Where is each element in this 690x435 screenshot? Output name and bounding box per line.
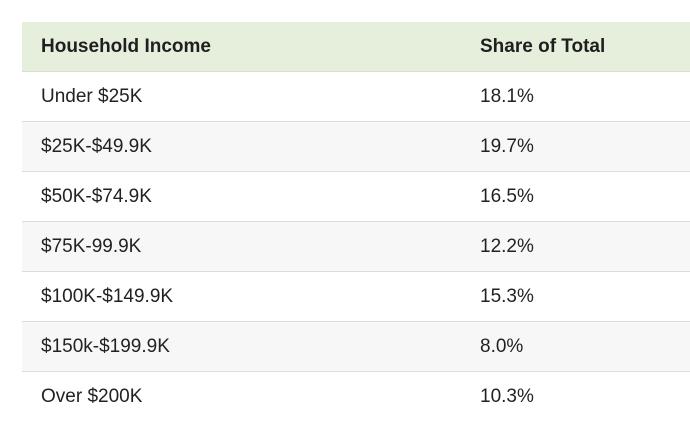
- income-bracket-cell: Under $25K: [41, 85, 143, 107]
- share-cell: 16.5%: [480, 185, 534, 207]
- table-header-row: Household Income Share of Total: [22, 22, 690, 72]
- table-row: $50K-$74.9K 16.5%: [22, 172, 690, 222]
- share-cell: 18.1%: [480, 85, 534, 107]
- income-bracket-cell: $150k-$199.9K: [41, 335, 170, 357]
- table-row: $25K-$49.9K 19.7%: [22, 122, 690, 172]
- income-bracket-cell: $75K-99.9K: [41, 235, 142, 257]
- share-cell: 15.3%: [480, 285, 534, 307]
- income-bracket-cell: $100K-$149.9K: [41, 285, 174, 307]
- table-row: $75K-99.9K 12.2%: [22, 222, 690, 272]
- table-row: $150k-$199.9K 8.0%: [22, 322, 690, 372]
- income-bracket-cell: $50K-$74.9K: [41, 185, 152, 207]
- share-cell: 12.2%: [480, 235, 534, 257]
- table-row: Under $25K 18.1%: [22, 72, 690, 122]
- share-cell: 10.3%: [480, 386, 534, 407]
- income-bracket-cell: Over $200K: [41, 386, 143, 407]
- income-bracket-cell: $25K-$49.9K: [41, 135, 152, 157]
- header-share-of-total: Share of Total: [480, 35, 606, 57]
- table-row: Over $200K 10.3%: [22, 372, 690, 422]
- share-cell: 8.0%: [480, 335, 524, 357]
- table-row: $100K-$149.9K 15.3%: [22, 272, 690, 322]
- header-household-income: Household Income: [41, 35, 211, 57]
- income-share-table: Household Income Share of Total Under $2…: [22, 22, 690, 422]
- share-cell: 19.7%: [480, 135, 534, 157]
